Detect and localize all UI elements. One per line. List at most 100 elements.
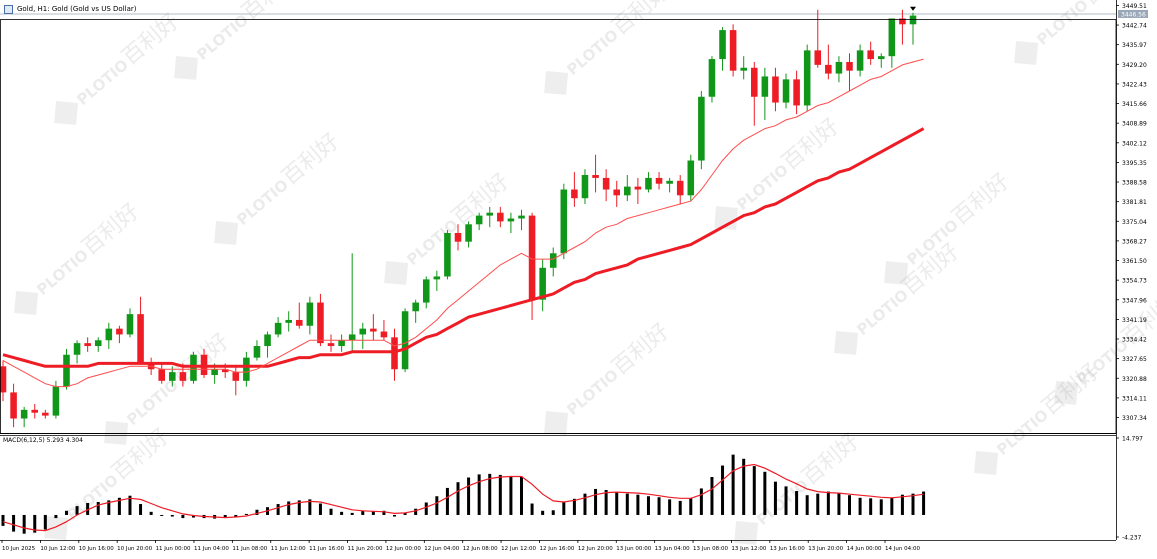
candle[interactable]	[126, 308, 134, 338]
candle[interactable]	[137, 296, 144, 364]
candle[interactable]	[401, 308, 409, 373]
candle[interactable]	[63, 348, 70, 390]
macd-histogram-bar	[498, 474, 502, 515]
candle[interactable]	[20, 406, 28, 428]
candle[interactable]	[856, 44, 864, 77]
candle[interactable]	[338, 334, 345, 352]
candle[interactable]	[84, 337, 91, 352]
candle[interactable]	[560, 183, 568, 260]
candle[interactable]	[31, 404, 39, 419]
candle[interactable]	[42, 409, 49, 419]
candle[interactable]	[264, 331, 271, 358]
candle[interactable]	[740, 56, 747, 80]
candle[interactable]	[433, 270, 441, 291]
candle[interactable]	[909, 12, 917, 45]
candle[interactable]	[549, 247, 557, 277]
candle[interactable]	[581, 169, 589, 205]
candle[interactable]	[877, 53, 885, 68]
price-pane[interactable]	[0, 6, 1116, 428]
candle[interactable]	[539, 259, 546, 312]
chart-window-icon[interactable]	[4, 4, 13, 14]
candle[interactable]	[624, 175, 631, 202]
candle[interactable]	[243, 351, 250, 387]
candle[interactable]	[888, 18, 896, 68]
candle[interactable]	[528, 212, 536, 320]
candle[interactable]	[645, 172, 652, 193]
candle[interactable]	[465, 221, 472, 248]
candle[interactable]	[295, 302, 303, 329]
candle[interactable]	[518, 209, 525, 231]
candle[interactable]	[370, 314, 377, 341]
candle[interactable]	[444, 230, 451, 280]
candle[interactable]	[285, 311, 292, 332]
candle-body	[803, 50, 811, 106]
candle[interactable]	[708, 56, 716, 103]
candle[interactable]	[761, 67, 769, 120]
candle[interactable]	[793, 70, 800, 115]
price-tick-label: 3347.96	[1122, 297, 1147, 304]
candle[interactable]	[613, 180, 621, 207]
candle[interactable]	[158, 363, 166, 384]
price-tick-label: 3429.20	[1122, 62, 1147, 69]
candle[interactable]	[359, 322, 367, 349]
candle[interactable]	[169, 366, 176, 387]
candle[interactable]	[835, 56, 843, 83]
candle[interactable]	[571, 172, 578, 207]
candle[interactable]	[475, 212, 483, 231]
candle[interactable]	[687, 154, 695, 202]
candle[interactable]	[899, 9, 906, 45]
candle[interactable]	[592, 154, 599, 193]
candle-body	[126, 314, 134, 335]
candle[interactable]	[666, 177, 673, 193]
price-tick-label: 3449.51	[1122, 3, 1147, 10]
candle[interactable]	[497, 206, 504, 228]
candle-body	[835, 61, 843, 74]
candle[interactable]	[719, 27, 726, 71]
candle[interactable]	[655, 172, 663, 190]
candle[interactable]	[486, 206, 494, 228]
candle[interactable]	[73, 340, 81, 364]
candle[interactable]	[867, 41, 874, 65]
macd-histogram-bar	[668, 499, 672, 515]
candle[interactable]	[0, 360, 7, 402]
candle[interactable]	[507, 212, 515, 233]
candle-body	[42, 412, 49, 416]
candle[interactable]	[327, 334, 335, 352]
candle[interactable]	[454, 224, 462, 251]
watermark-layer: PLOTIO百利好PLOTIO百利好PLOTIO百利好PLOTIO百利好PLOT…	[14, 0, 1157, 545]
candle[interactable]	[232, 366, 240, 396]
candle[interactable]	[253, 340, 261, 361]
candle[interactable]	[634, 177, 642, 205]
candle[interactable]	[698, 90, 705, 170]
candle[interactable]	[116, 325, 123, 344]
candle[interactable]	[10, 383, 17, 428]
candle[interactable]	[846, 53, 853, 91]
macd-pane[interactable]: MACD(6,12,5) 5.293 4.304	[1, 437, 926, 534]
candle[interactable]	[105, 322, 113, 349]
candle[interactable]	[391, 328, 398, 381]
candle[interactable]	[348, 253, 356, 352]
candle[interactable]	[274, 317, 282, 338]
candle[interactable]	[94, 337, 102, 352]
candle[interactable]	[825, 44, 832, 80]
candle[interactable]	[317, 293, 324, 347]
candle[interactable]	[729, 24, 737, 77]
candle-body	[602, 177, 610, 190]
candle[interactable]	[602, 169, 610, 202]
candle[interactable]	[750, 61, 758, 126]
candle[interactable]	[782, 73, 790, 109]
candle[interactable]	[380, 319, 388, 341]
candle-body	[687, 160, 695, 196]
candle[interactable]	[814, 9, 822, 68]
candle[interactable]	[422, 276, 430, 309]
candle[interactable]	[52, 380, 60, 419]
candle[interactable]	[676, 175, 684, 205]
candle[interactable]	[306, 296, 314, 335]
candle[interactable]	[803, 44, 811, 112]
watermark-brand: PLOTIO	[233, 176, 292, 229]
candle[interactable]	[412, 299, 419, 323]
candle[interactable]	[772, 67, 779, 112]
candle-body	[105, 328, 113, 341]
